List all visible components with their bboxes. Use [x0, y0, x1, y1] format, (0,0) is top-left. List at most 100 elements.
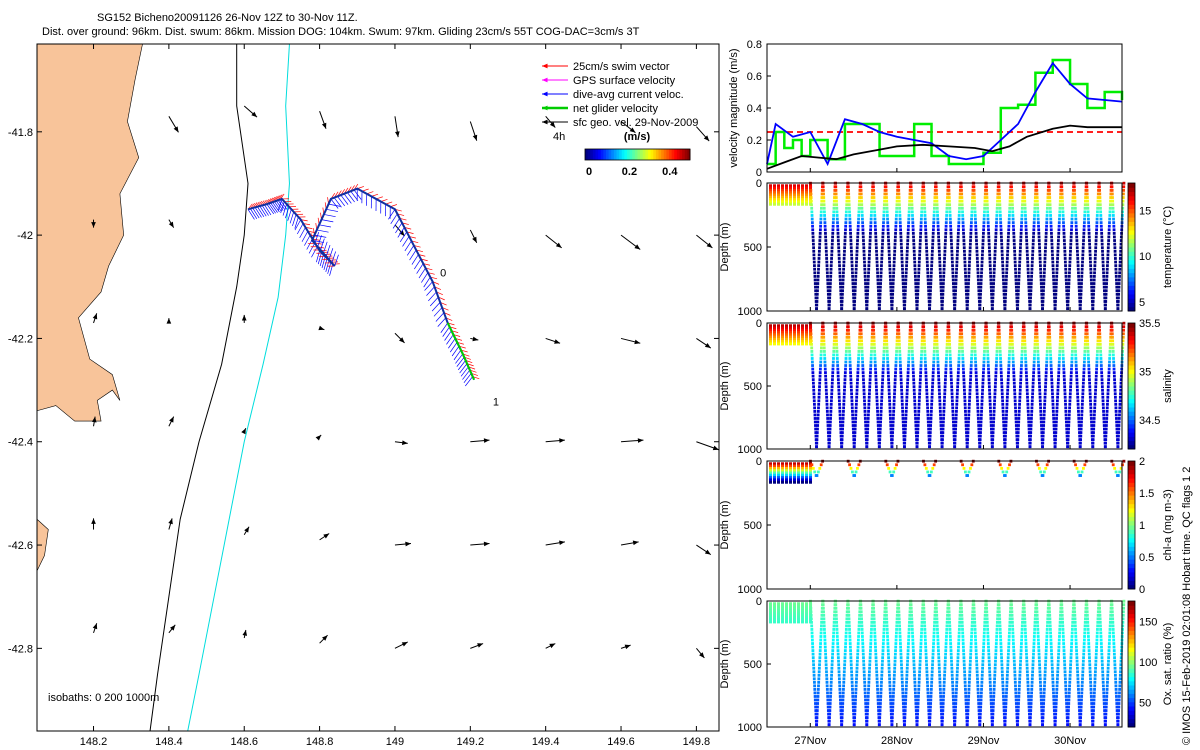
sample-climb-13	[980, 392, 984, 396]
sample-dive-2	[839, 709, 843, 712]
sample-dive-23	[1098, 335, 1102, 339]
sample-dive-4	[863, 267, 867, 271]
sample-climb-7	[906, 367, 910, 371]
sample-climb-3	[853, 719, 856, 723]
sample-climb-9	[928, 296, 932, 300]
sample-dive-18	[1036, 210, 1040, 214]
sample-dive-3	[851, 413, 855, 417]
sample-loiter	[789, 340, 792, 344]
sample-dive-4	[860, 353, 864, 357]
sample-dive-19	[1047, 185, 1051, 189]
sample-dive-22	[1087, 364, 1091, 367]
map-colorbar-cell-35	[676, 149, 680, 160]
sample-climb-13	[979, 285, 983, 289]
sample-dive-16	[1013, 257, 1017, 260]
sample-climb-1	[829, 695, 832, 698]
sample-climb-22	[1091, 300, 1095, 303]
sample-dive-5	[876, 278, 880, 282]
sample-dive-5	[875, 267, 879, 271]
sample-climb-20	[1070, 367, 1073, 371]
sample-loiter	[793, 328, 796, 332]
sample-climb-18	[1043, 406, 1046, 410]
sample-loiter	[797, 342, 800, 346]
sample-dive-20	[1062, 367, 1066, 371]
sample-dive-9	[923, 346, 927, 350]
sample-climb-2	[845, 206, 848, 210]
sample-climb-9	[932, 214, 936, 217]
sample-dive-12	[964, 413, 968, 417]
sample-dive-11	[948, 339, 951, 343]
sample-climb-20	[1067, 420, 1071, 424]
sample-dive-7	[898, 346, 901, 350]
sample-climb-22	[1096, 346, 1100, 350]
sample-dive-9	[924, 231, 928, 235]
sample-climb-4	[869, 224, 873, 228]
sample-climb-15	[1005, 410, 1009, 413]
section-cbar-cell-0-28	[1128, 187, 1135, 193]
sample-climb-4	[865, 441, 869, 445]
sample-climb-16	[1018, 253, 1022, 257]
sample-dive-16	[1014, 271, 1018, 275]
sample-climb-10	[943, 388, 947, 392]
sample-climb-6	[890, 441, 894, 445]
sample-loiter	[793, 613, 796, 617]
sample-dive-10	[938, 271, 942, 275]
sample-loiter	[781, 340, 784, 344]
sample-climb-10	[943, 257, 946, 260]
sample-dive-1	[822, 203, 826, 207]
sample-loiter	[769, 331, 772, 335]
sample-dive-9	[926, 402, 929, 406]
sample-climb-3	[856, 374, 860, 378]
sample-loiter	[809, 462, 812, 466]
sample-climb-17	[1030, 264, 1034, 268]
sample-climb-1	[832, 210, 836, 214]
sample-climb-5	[879, 417, 883, 420]
sample-loiter	[769, 188, 772, 192]
sample-dive-15	[1001, 260, 1004, 264]
sample-dive-22	[1085, 196, 1089, 199]
sample-dive-23	[1098, 328, 1101, 332]
sample-dive-22	[1086, 339, 1089, 343]
sample-dive-18	[1036, 214, 1040, 217]
sample-dive-6	[887, 385, 891, 389]
sample-climb-14	[996, 199, 999, 203]
sample-climb-6	[891, 431, 895, 434]
sample-loiter	[801, 333, 804, 337]
sample-climb-12	[966, 441, 969, 445]
sample-dive-24	[1112, 357, 1115, 360]
sample-dive-22	[1090, 292, 1094, 296]
sample-dive-20	[1061, 357, 1065, 360]
sample-climb-24	[1121, 350, 1124, 353]
net-velocity-end	[446, 322, 475, 381]
sample-climb-15	[1007, 224, 1011, 228]
sample-climb-23	[1106, 392, 1110, 396]
sample-climb-22	[1095, 231, 1098, 235]
sample-climb-22	[1096, 192, 1100, 196]
sample-loiter	[773, 613, 776, 617]
sample-climb-1	[830, 242, 834, 246]
sample-climb-6	[895, 210, 898, 214]
sample-climb-9	[930, 392, 934, 396]
section-cbar-cell-0-24	[1128, 204, 1135, 210]
sample-dive-18	[1037, 224, 1040, 228]
sample-climb-9	[931, 374, 935, 378]
sample-dive-9	[922, 339, 926, 343]
sample-dive-20	[1061, 217, 1065, 221]
sample-dive-13	[975, 388, 979, 392]
sample-dive-15	[1001, 413, 1005, 417]
sample-climb-0	[818, 649, 822, 652]
sample-climb-5	[879, 410, 883, 413]
sample-climb-7	[908, 332, 912, 336]
sample-dive-10	[935, 335, 939, 339]
sample-loiter	[789, 606, 792, 610]
sample-loiter	[769, 602, 772, 606]
sample-dive-8	[910, 346, 914, 350]
dac-vector-11-1	[426, 286, 435, 296]
sample-loiter	[793, 335, 796, 339]
sample-dive-8	[914, 431, 918, 434]
sample-climb-3	[853, 431, 857, 434]
sample-climb-18	[1044, 385, 1047, 389]
sample-loiter	[797, 324, 800, 328]
sample-climb-12	[966, 285, 970, 289]
sample-dive-14	[987, 381, 991, 385]
